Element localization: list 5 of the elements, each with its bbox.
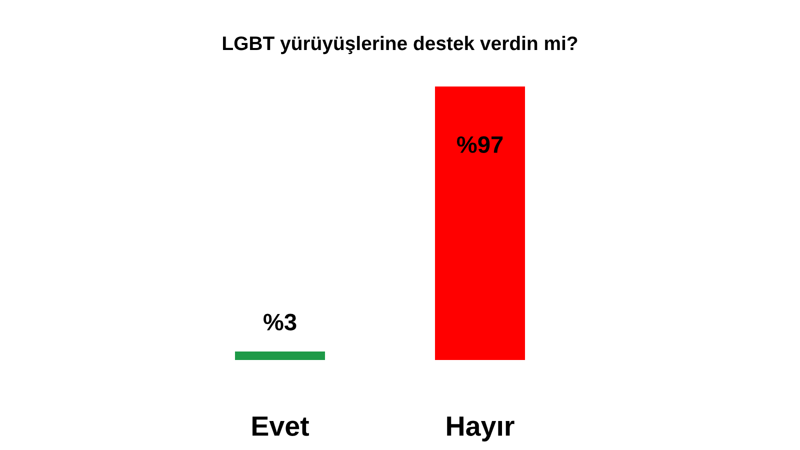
data-label: %3 xyxy=(264,314,296,330)
x-tick-label: Hayır xyxy=(447,416,514,442)
x-tick-label: Evet xyxy=(252,416,309,436)
chart-title: LGBT yürüyüşlerine destek verdin mi? xyxy=(223,36,578,54)
data-label: %97 xyxy=(456,136,503,153)
